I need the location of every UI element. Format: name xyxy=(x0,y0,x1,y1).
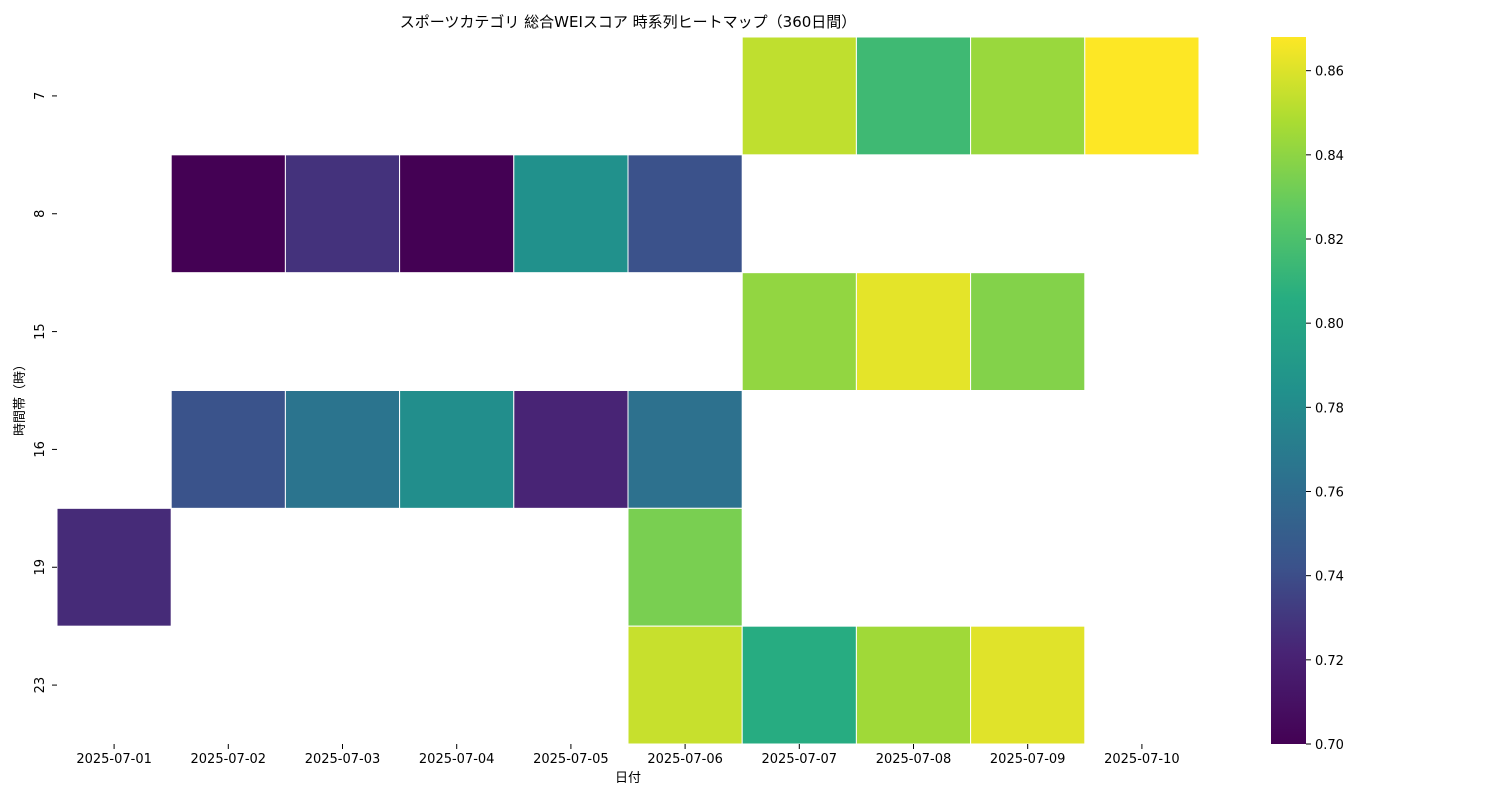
heatmap-cell-19-2025-07-01 xyxy=(56,507,172,627)
heatmap-cell-7-2025-07-10 xyxy=(1084,36,1200,156)
heatmap-cell-8-2025-07-03 xyxy=(284,154,401,274)
colorbar-tick-label: 0.78 xyxy=(1315,401,1344,416)
heatmap-cell-8-2025-07-05 xyxy=(513,154,629,274)
colorbar-tick-label: 0.74 xyxy=(1315,570,1344,585)
colorbar-tick-label: 0.84 xyxy=(1315,149,1344,164)
y-tick-label: 16 xyxy=(33,441,48,458)
x-tick-label: 2025-07-06 xyxy=(647,752,723,767)
colorbar-tick-label: 0.80 xyxy=(1315,317,1344,332)
heatmap-cell-19-2025-07-06 xyxy=(627,507,743,627)
colorbar-tick-label: 0.82 xyxy=(1315,233,1344,248)
y-tick-label: 7 xyxy=(33,92,48,100)
y-tick-label: 23 xyxy=(33,677,48,694)
x-tick-label: 2025-07-09 xyxy=(990,752,1066,767)
heatmap-cell-15-2025-07-07 xyxy=(741,272,857,391)
heatmap-cell-7-2025-07-09 xyxy=(970,36,1086,156)
x-tick-label: 2025-07-02 xyxy=(191,752,267,767)
colorbar-tick-label: 0.76 xyxy=(1315,486,1344,501)
x-tick-label: 2025-07-10 xyxy=(1104,752,1180,767)
heatmap-cell-7-2025-07-07 xyxy=(741,36,857,156)
x-tick-label: 2025-07-07 xyxy=(762,752,838,767)
heatmap-cell-16-2025-07-02 xyxy=(170,390,286,509)
x-tick-label: 2025-07-05 xyxy=(533,752,609,767)
heatmap-cell-15-2025-07-09 xyxy=(970,272,1086,391)
x-axis-label: 日付 xyxy=(615,771,641,786)
heatmap-cell-8-2025-07-02 xyxy=(170,154,286,274)
heatmap-cell-16-2025-07-06 xyxy=(627,390,743,509)
x-tick-label: 2025-07-04 xyxy=(419,752,495,767)
x-tick-label: 2025-07-08 xyxy=(876,752,952,767)
heatmap-cell-23-2025-07-08 xyxy=(855,625,972,745)
heatmap-cell-23-2025-07-06 xyxy=(627,625,743,745)
colorbar-tick-label: 0.70 xyxy=(1315,738,1344,753)
x-tick-label: 2025-07-03 xyxy=(305,752,381,767)
heatmap-cell-15-2025-07-08 xyxy=(855,272,972,391)
heatmap-cell-8-2025-07-04 xyxy=(399,154,515,274)
colorbar-tick-label: 0.72 xyxy=(1315,654,1344,669)
heatmap-cell-23-2025-07-07 xyxy=(741,625,857,745)
colorbar xyxy=(1271,37,1306,744)
colorbar-ticks: 0.70 0.72 0.74 0.76 0.78 0.80 0.82 0.84 0.86 xyxy=(1306,65,1344,753)
heatmap-cells xyxy=(56,36,1200,745)
heatmap-cell-16-2025-07-03 xyxy=(284,390,401,509)
y-tick-label: 19 xyxy=(33,559,48,576)
heatmap-cell-23-2025-07-09 xyxy=(970,625,1086,745)
y-tick-label: 15 xyxy=(33,323,48,340)
heatmap-cell-16-2025-07-05 xyxy=(513,390,629,509)
chart-title: スポーツカテゴリ 総合WEIスコア 時系列ヒートマップ（360日間） xyxy=(400,13,857,31)
x-tick-label: 2025-07-01 xyxy=(76,752,152,767)
y-axis-label: 時間帯（時） xyxy=(13,358,28,436)
colorbar-tick-label: 0.86 xyxy=(1315,65,1344,80)
y-axis-ticks: 7 8 15 16 19 23 xyxy=(33,92,57,694)
x-axis-ticks: 2025-07-01 2025-07-02 2025-07-03 2025-07-04… xyxy=(76,744,1180,767)
heatmap-cell-7-2025-07-08 xyxy=(855,36,972,156)
heatmap-cell-8-2025-07-06 xyxy=(627,154,743,274)
y-tick-label: 8 xyxy=(33,210,48,218)
heatmap-cell-16-2025-07-04 xyxy=(399,390,515,509)
